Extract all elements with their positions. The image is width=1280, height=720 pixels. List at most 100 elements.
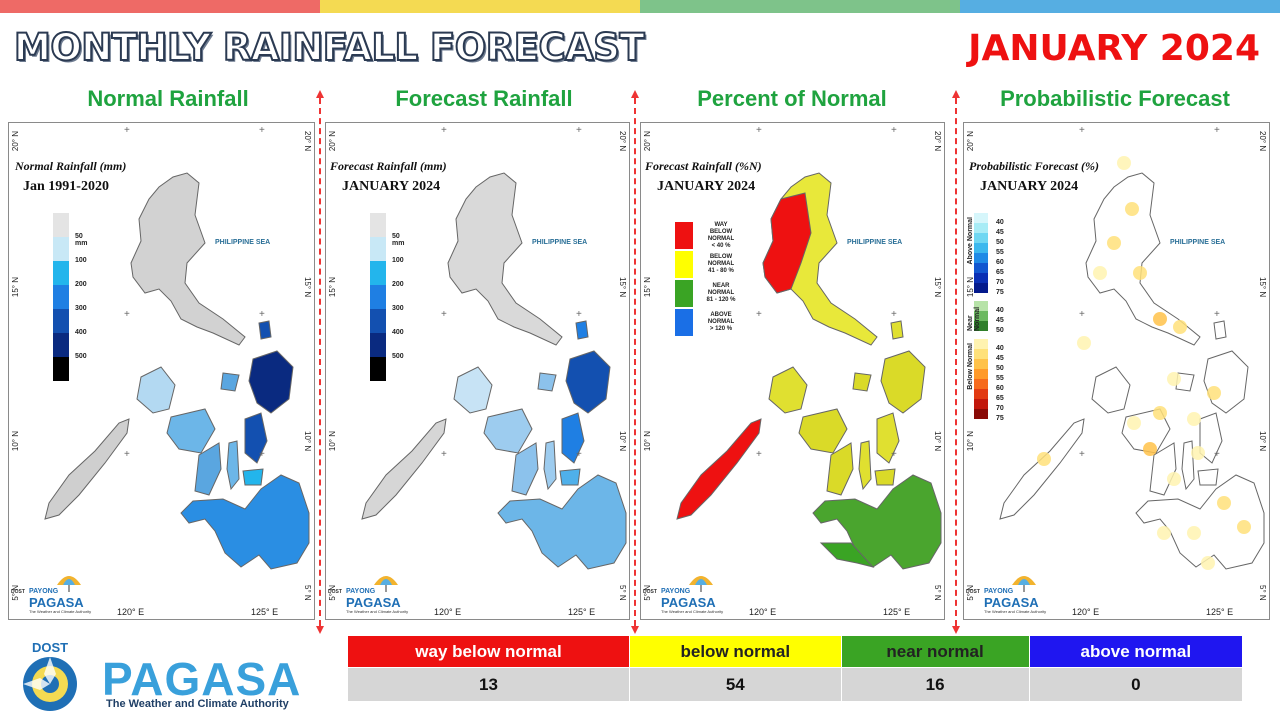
- legend-swatch: [974, 349, 988, 359]
- latitude-label: 10° N: [1258, 431, 1267, 452]
- legend-value: 70: [996, 405, 1004, 412]
- legend-value: 55: [996, 375, 1004, 382]
- slide-title: MONTHLY RAINFALL FORECAST: [13, 25, 646, 70]
- mini-logo-tagline: The Weather and Climate Authority: [984, 609, 1047, 614]
- region-near-normal: [819, 542, 875, 568]
- grid-cross-mark: +: [576, 309, 582, 320]
- island-cebu: [858, 440, 872, 491]
- table-row: 13 54 16 0: [346, 667, 1244, 702]
- island-mindanao: [812, 474, 942, 570]
- legend-value: 40: [996, 219, 1004, 226]
- philippines-map-graphic: + + + + + +: [361, 125, 627, 570]
- longitude-label: 125° E: [568, 607, 596, 617]
- probability-dot: [1117, 156, 1131, 170]
- latitude-label: 15° N: [643, 277, 652, 298]
- scale-swatch: [370, 357, 386, 381]
- legend-swatch: [974, 369, 988, 379]
- latitude-label: 15° N: [1258, 277, 1267, 298]
- island-samar: [248, 350, 294, 414]
- legend-swatch: [974, 379, 988, 389]
- mini-logo-payong: PAYONG: [661, 588, 691, 595]
- legend-swatch: [974, 321, 988, 331]
- latitude-label: 15° N: [618, 277, 627, 298]
- legend-swatch: [675, 222, 693, 249]
- category-summary-table: way below normal below normal near normal a…: [346, 635, 1244, 702]
- latitude-label: 10° N: [328, 431, 337, 452]
- island-catanduanes: [890, 320, 904, 340]
- grid-cross-mark: +: [756, 125, 762, 136]
- legend-value: 60: [996, 259, 1004, 266]
- mini-logo-payong: PAYONG: [29, 588, 59, 595]
- latitude-label: 5° N: [933, 585, 942, 601]
- probability-dot: [1167, 472, 1181, 486]
- legend-value: 65: [996, 269, 1004, 276]
- map-caption: Forecast Rainfall (mm): [330, 159, 447, 173]
- scale-swatch: [370, 237, 386, 261]
- longitude-label: 125° E: [251, 607, 279, 617]
- latitude-label: 5° N: [303, 585, 312, 601]
- legend-swatch: [974, 311, 988, 321]
- latitude-label: 10° N: [643, 431, 652, 452]
- grid-cross-mark: +: [756, 309, 762, 320]
- mini-logo-tagline: The Weather and Climate Authority: [29, 609, 92, 614]
- legend-swatch: [675, 309, 693, 336]
- scale-swatch: [370, 213, 386, 237]
- island-panay: [798, 408, 848, 454]
- scale-swatch: [53, 309, 69, 333]
- latitude-label: 20° N: [328, 131, 337, 152]
- probability-dot: [1125, 202, 1139, 216]
- philippines-map-graphic: + + + + + +: [999, 125, 1265, 570]
- latitude-label: 20° N: [11, 131, 20, 152]
- panel-divider: [952, 90, 960, 634]
- scale-swatch: [53, 261, 69, 285]
- scale-label: 100: [75, 257, 87, 264]
- rain-scale-legend: 50 mm 100 200 300 400 500: [53, 213, 87, 381]
- legend-group-label: Above Normal: [967, 217, 974, 265]
- map-subcaption: Jan 1991-2020: [23, 179, 109, 194]
- pagasa-emblem-icon: [23, 657, 77, 711]
- philippines-map-graphic: + + + + + +: [44, 125, 310, 570]
- latitude-label: 10° N: [618, 431, 627, 452]
- latitude-label: 20° N: [933, 131, 942, 152]
- scale-label: 500: [75, 353, 87, 360]
- latitude-label: 15° N: [11, 277, 20, 298]
- probability-dot: [1133, 266, 1147, 280]
- probability-dot: [1107, 236, 1121, 250]
- latitude-label: 15° N: [966, 277, 975, 298]
- map-caption: Probabilistic Forecast (%): [969, 159, 1099, 173]
- grid-cross-mark: +: [1214, 125, 1220, 136]
- grid-cross-mark: +: [891, 125, 897, 136]
- island-leyte: [561, 412, 585, 464]
- legend-value: 45: [996, 317, 1004, 324]
- category-header: above normal: [1028, 635, 1244, 668]
- map-percent-of-normal: + + + + + + Forecast Rainfall (%N) JANUARY 20…: [640, 122, 945, 620]
- scale-swatch: [370, 309, 386, 333]
- legend-swatch: [974, 273, 988, 283]
- latitude-label: 20° N: [303, 131, 312, 152]
- scale-label: 500: [392, 353, 404, 360]
- probability-dot: [1093, 266, 1107, 280]
- legend-text: BELOW NORMAL 41 - 80 %: [707, 254, 735, 274]
- probability-dot: [1187, 412, 1201, 426]
- category-count: 16: [840, 667, 1030, 702]
- island-samar: [1203, 350, 1249, 414]
- legend-swatch: [974, 409, 988, 419]
- probability-dot: [1207, 386, 1221, 400]
- scale-swatch: [53, 333, 69, 357]
- payong-pagasa-logo: DOST PAYONG PAGASA The Weather and Climate …: [966, 571, 1056, 615]
- longitude-label: 120° E: [117, 607, 145, 617]
- legend-text: WAY BELOW NORMAL < 40 %: [707, 221, 735, 249]
- mini-logo-pagasa: PAGASA: [984, 595, 1039, 610]
- grid-cross-mark: +: [259, 309, 265, 320]
- probability-dot: [1191, 446, 1205, 460]
- grid-cross-mark: +: [1079, 309, 1085, 320]
- legend-swatch: [974, 283, 988, 293]
- legend-value: 65: [996, 395, 1004, 402]
- grid-cross-mark: +: [259, 449, 265, 460]
- logo-tagline: The Weather and Climate Authority: [106, 698, 289, 710]
- latitude-label: 15° N: [933, 277, 942, 298]
- scale-swatch: [53, 357, 69, 381]
- mini-logo-tagline: The Weather and Climate Authority: [346, 609, 409, 614]
- legend-value: 50: [996, 365, 1004, 372]
- probability-dot: [1237, 520, 1251, 534]
